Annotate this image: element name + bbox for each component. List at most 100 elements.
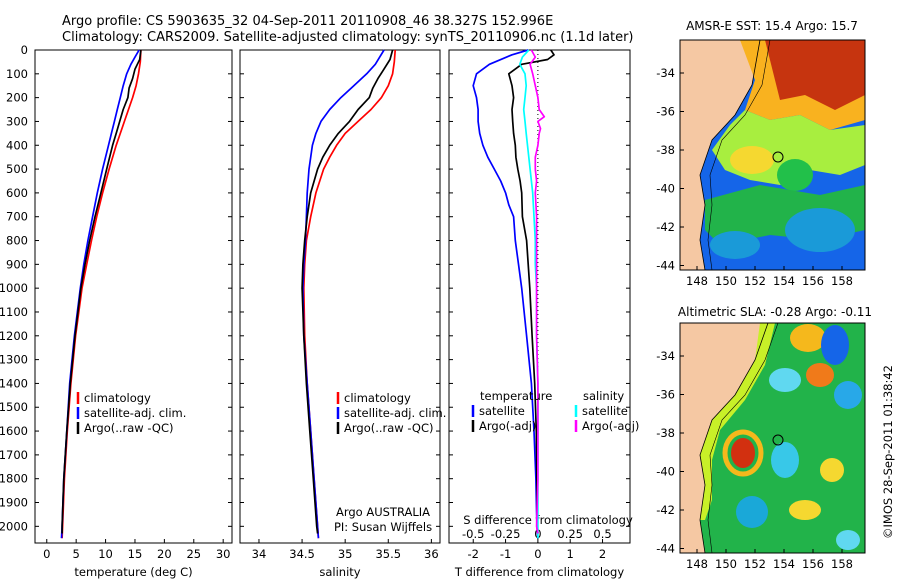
sla-high-2 <box>806 363 834 387</box>
temp-legend-label: Argo(..raw -QC) <box>84 421 174 435</box>
header-line1: Argo profile: CS 5903635_32 04-Sep-2011 … <box>62 14 553 29</box>
sal-xtick-label: 34.5 <box>289 547 315 561</box>
diff-s-title: S difference from climatology <box>463 513 633 527</box>
depth-tick-label: 1900 <box>0 496 28 510</box>
sal-xtick-label: 34 <box>252 547 267 561</box>
sst-lat-label: -38 <box>656 143 675 157</box>
sst-lon-label: 158 <box>831 274 853 288</box>
depth-tick-label: 1300 <box>0 353 28 367</box>
diff-s-legend-label: satellite <box>582 404 628 418</box>
sst-argo-marker <box>772 151 784 163</box>
temp-series-0 <box>61 49 142 539</box>
depth-tick-label: 1200 <box>0 329 28 343</box>
sal-series-2 <box>301 49 394 534</box>
sst-map-title: AMSR-E SST: 15.4 Argo: 15.7 <box>686 19 858 33</box>
temp-legend-label: climatology <box>84 391 151 405</box>
sst-cool-eddy <box>785 208 855 252</box>
sla-low-5 <box>836 530 860 550</box>
sla-argo-marker <box>772 434 784 446</box>
diff-s-tick-label: 0.25 <box>557 527 583 541</box>
sla-low-3 <box>834 381 862 409</box>
diff-xtick-label: -1 <box>500 547 511 561</box>
sla-isobath <box>707 322 779 554</box>
temp-xtick-label: 30 <box>216 547 231 561</box>
diff-t-legend-label: Argo(-adj) <box>479 419 536 433</box>
sst-lon-label: 148 <box>686 274 708 288</box>
temp-frame <box>34 49 233 544</box>
diff-legend-head-t: temperature <box>480 389 552 403</box>
salinity-panel: 34 34.5 35 35.5 36 salinity climatologysatelli… <box>239 49 446 579</box>
depth-tick-label: 400 <box>6 138 28 152</box>
sal-xtick-label: 35 <box>338 547 353 561</box>
sst-lat-label: -44 <box>656 259 675 273</box>
sal-legend-label: climatology <box>344 391 411 405</box>
temp-legend-label: satellite-adj. clim. <box>84 406 186 420</box>
depth-tick-label: 2000 <box>0 519 28 533</box>
diff-series-1 <box>507 49 555 534</box>
sla-lon-label: 150 <box>715 557 737 571</box>
temp-series-1 <box>60 49 140 539</box>
diff-xtick-label: 1 <box>567 547 574 561</box>
sal-series-0 <box>302 49 397 539</box>
sal-note-argo: Argo AUSTRALIA <box>336 505 430 519</box>
depth-tick-label: 100 <box>6 67 28 81</box>
sst-lat-label: -42 <box>656 220 675 234</box>
sla-high-1 <box>790 324 826 352</box>
diff-s-tick-label: 0.5 <box>593 527 611 541</box>
sst-isobath <box>707 39 771 271</box>
temp-xtick-label: 15 <box>128 547 143 561</box>
diff-s-legend-label: Argo(-adj) <box>582 419 639 433</box>
sst-map: -34 -36 -38 -40 -42 -44 148 150 152 154 156 158 <box>656 39 866 288</box>
sla-lat-label: -42 <box>656 503 675 517</box>
depth-tick-label: 300 <box>6 114 28 128</box>
sst-lat-label: -36 <box>656 105 675 119</box>
temp-series-2 <box>61 49 142 534</box>
depth-tick-label: 200 <box>6 91 28 105</box>
depth-tick-label: 1400 <box>0 376 28 390</box>
diff-xtick-label: -2 <box>468 547 479 561</box>
depth-tick-label: 600 <box>6 186 28 200</box>
diff-s-tick-label: -0.25 <box>491 527 521 541</box>
sla-high-4 <box>789 500 821 520</box>
diff-xtick-label: 2 <box>599 547 606 561</box>
sst-frame <box>679 39 866 271</box>
depth-tick-label: 700 <box>6 210 28 224</box>
sla-high-3 <box>820 458 844 482</box>
depth-tick-label: 1000 <box>0 281 28 295</box>
sla-lat-label: -40 <box>656 465 675 479</box>
sla-lat-label: -34 <box>656 349 675 363</box>
diff-t-legend-label: satellite <box>479 404 525 418</box>
sst-lat-label: -34 <box>656 66 675 80</box>
depth-tick-label: 1700 <box>0 448 28 462</box>
credit-stamp: ©IMOS 28-Sep-2011 01:38:42 <box>881 365 895 539</box>
sla-map-title: Altimetric SLA: -0.28 Argo: -0.11 <box>678 305 872 319</box>
sla-lon-label: 156 <box>802 557 824 571</box>
sal-note-pi: PI: Susan Wijffels <box>334 520 432 534</box>
sst-eddy <box>777 159 813 191</box>
temp-xtick-label: 20 <box>157 547 172 561</box>
sst-coastline <box>699 39 761 271</box>
sla-coastline <box>699 322 769 554</box>
sst-lon-label: 152 <box>744 274 766 288</box>
sla-lon-label: 158 <box>831 557 853 571</box>
sal-xlabel: salinity <box>319 565 360 579</box>
diff-frame <box>448 49 631 544</box>
sla-lat-label: -36 <box>656 388 675 402</box>
sla-low-1 <box>821 325 849 365</box>
depth-tick-label: 1100 <box>0 305 28 319</box>
sla-lon-label: 148 <box>686 557 708 571</box>
depth-tick-label: 500 <box>6 162 28 176</box>
sla-lat-label: -38 <box>656 426 675 440</box>
depth-tick-label: 1500 <box>0 400 28 414</box>
temp-xtick-label: 5 <box>73 547 80 561</box>
sla-lat-label: -44 <box>656 542 675 556</box>
sst-warm-eddy <box>730 146 774 174</box>
temp-xtick-label: 10 <box>98 547 113 561</box>
sal-legend-label: satellite-adj. clim. <box>344 406 446 420</box>
sla-shelf <box>700 323 775 520</box>
sla-low-2 <box>769 368 801 392</box>
temp-xlabel: temperature (deg C) <box>74 565 192 579</box>
temperature-panel: 0100200300400500600700800900100011001200… <box>0 43 233 579</box>
sla-low-eddy <box>771 442 799 478</box>
